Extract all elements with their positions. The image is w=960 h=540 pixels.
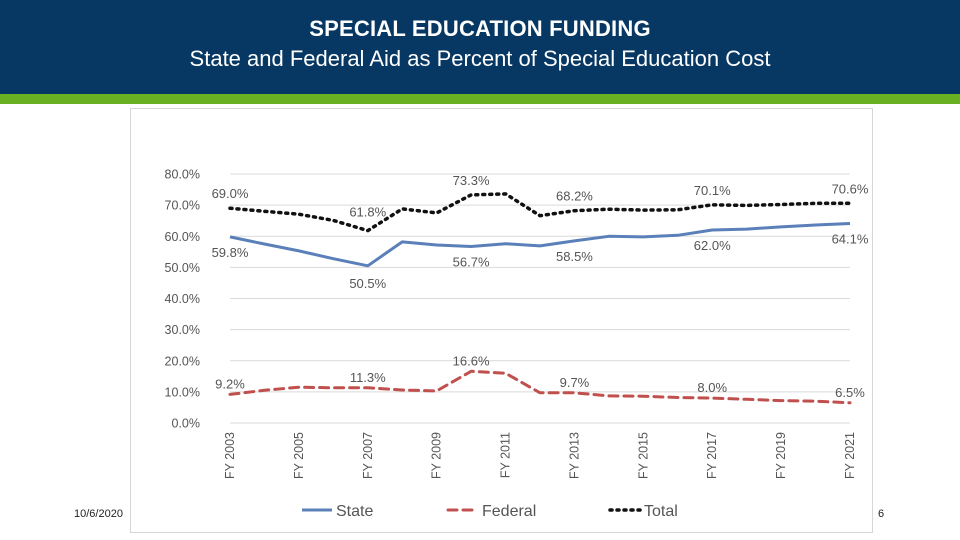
x-tick-label: FY 2017: [705, 432, 719, 479]
data-labels: 69.0% 61.8% 73.3% 68.2% 70.1% 70.6% 59.8% 50.5%…: [212, 173, 869, 400]
y-tick-label: 30.0%: [165, 323, 200, 337]
y-tick-label: 50.0%: [165, 261, 200, 275]
data-label-federal: 9.2%: [215, 376, 245, 391]
data-label-federal: 9.7%: [560, 375, 590, 390]
data-label-total: 61.8%: [349, 205, 386, 220]
legend-label-total: Total: [644, 503, 678, 520]
data-label-total: 69.0%: [212, 186, 249, 201]
legend-label-state: State: [336, 503, 373, 520]
slide-subtitle: State and Federal Aid as Percent of Spec…: [189, 46, 771, 71]
series-line-federal: [228, 369, 852, 405]
data-label-federal: 8.0%: [697, 380, 727, 395]
x-tick-label: FY 2011: [499, 432, 513, 478]
accent-bar: [0, 94, 960, 104]
x-tick-label: FY 2021: [843, 432, 857, 479]
x-tick-label: FY 2003: [223, 432, 237, 479]
grid-lines: [230, 173, 850, 424]
page-number: 6: [878, 508, 885, 520]
y-tick-label: 20.0%: [165, 354, 200, 368]
series-line-state: [229, 222, 851, 268]
x-tick-label: FY 2013: [567, 432, 581, 479]
data-label-state: 64.1%: [832, 231, 869, 246]
data-label-state: 59.8%: [212, 245, 249, 260]
data-label-total: 70.1%: [694, 183, 731, 198]
data-label-federal: 11.3%: [350, 370, 386, 385]
x-tick-label: FY 2015: [636, 432, 650, 479]
x-tick-label: FY 2009: [430, 432, 444, 479]
data-label-total: 70.6%: [832, 181, 869, 196]
slide-header: SPECIAL EDUCATION FUNDING State and Fede…: [0, 0, 960, 94]
y-tick-label: 10.0%: [165, 385, 200, 399]
x-axis-ticks: FY 2003 FY 2005 FY 2007 FY 2009 FY 2011 FY 20…: [223, 432, 857, 479]
data-label-state: 50.5%: [349, 276, 386, 291]
slide-title: SPECIAL EDUCATION FUNDING: [309, 16, 651, 41]
data-label-total: 73.3%: [453, 173, 490, 188]
x-tick-label: FY 2007: [361, 432, 375, 479]
legend: State Federal Total: [302, 503, 678, 520]
x-tick-label: FY 2005: [292, 432, 306, 479]
data-label-federal: 16.6%: [453, 353, 490, 368]
chart-frame: [130, 108, 873, 533]
data-label-state: 62.0%: [694, 238, 731, 253]
y-tick-label: 40.0%: [165, 292, 200, 306]
x-tick-label: FY 2019: [774, 432, 788, 479]
data-label-federal: 6.5%: [835, 385, 865, 400]
y-axis-ticks: 0.0% 10.0% 20.0% 30.0% 40.0% 50.0% 60.0% 70.0% 8…: [165, 168, 200, 431]
data-label-state: 58.5%: [556, 249, 593, 264]
data-label-state: 56.7%: [453, 255, 490, 270]
y-tick-label: 0.0%: [172, 417, 201, 431]
y-tick-label: 80.0%: [165, 168, 200, 182]
y-tick-label: 70.0%: [165, 199, 200, 213]
legend-label-federal: Federal: [482, 503, 536, 520]
series-lines: [228, 192, 852, 405]
data-label-total: 68.2%: [556, 189, 593, 204]
line-chart: 0.0% 10.0% 20.0% 30.0% 40.0% 50.0% 60.0% 70.0% 8…: [165, 168, 869, 521]
y-tick-label: 60.0%: [165, 230, 200, 244]
footer-date: 10/6/2020: [74, 508, 123, 520]
series-line-total: [228, 192, 852, 233]
